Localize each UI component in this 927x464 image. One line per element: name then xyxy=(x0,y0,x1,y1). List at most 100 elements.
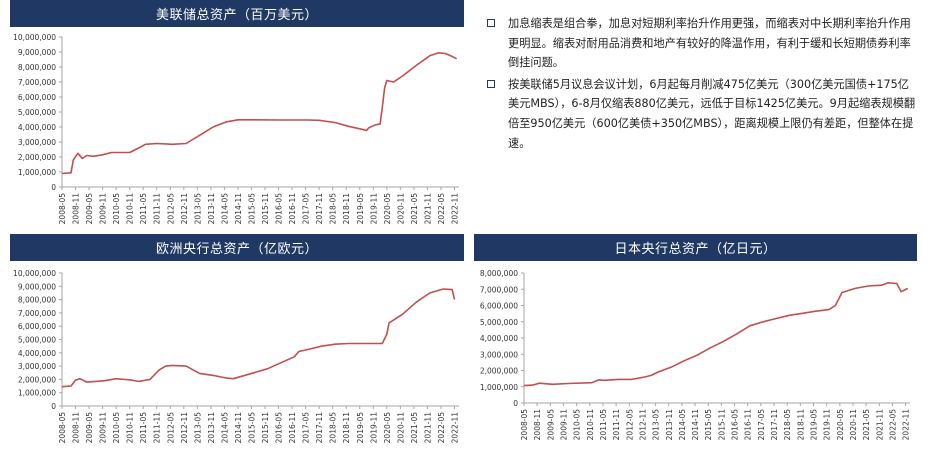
y-tick-label: 6,000,000 xyxy=(480,302,518,311)
x-tick-label: 2018-11 xyxy=(796,409,805,441)
x-tick-label: 2010-11 xyxy=(586,409,595,441)
y-tick-label: 8,000,000 xyxy=(18,296,56,305)
boj-title: 日本央行总资产（亿日元） xyxy=(474,234,917,261)
x-tick-label: 2008-11 xyxy=(533,409,542,441)
x-tick-label: 2015-11 xyxy=(261,412,270,444)
y-tick-label: 4,000,000 xyxy=(18,349,56,358)
x-tick-label: 2017-11 xyxy=(315,412,324,444)
x-tick-label: 2018-11 xyxy=(342,193,351,225)
series-line xyxy=(61,288,456,388)
x-tick-label: 2015-05 xyxy=(247,412,256,444)
x-tick-label: 2021-05 xyxy=(862,409,871,441)
x-tick-label: 2018-05 xyxy=(783,409,792,441)
x-tick-label: 2012-05 xyxy=(625,409,634,441)
x-tick-label: 2013-11 xyxy=(207,193,216,225)
x-tick-label: 2021-11 xyxy=(875,409,884,441)
x-tick-label: 2022-05 xyxy=(437,193,446,225)
x-tick-label: 2022-11 xyxy=(450,412,459,444)
note-item: 按美联储5月议息会议计划，6月起每月削减475亿美元（300亿美元国债+175亿… xyxy=(484,75,916,153)
x-tick-label: 2010-05 xyxy=(573,409,582,441)
x-tick-label: 2009-11 xyxy=(99,412,108,444)
y-tick-label: 0 xyxy=(513,399,518,408)
x-tick-label: 2018-11 xyxy=(342,412,351,444)
x-tick-label: 2017-05 xyxy=(302,193,311,225)
y-tick-label: 3,000,000 xyxy=(18,138,56,147)
x-tick-label: 2022-11 xyxy=(902,409,911,441)
x-tick-label: 2021-05 xyxy=(410,193,419,225)
x-tick-label: 2011-05 xyxy=(139,412,148,444)
ecb-title: 欧洲央行总资产（亿欧元） xyxy=(10,234,464,261)
x-tick-label: 2014-05 xyxy=(678,409,687,441)
x-tick-label: 2022-05 xyxy=(888,409,897,441)
x-tick-label: 2016-05 xyxy=(275,412,284,444)
x-tick-label: 2011-11 xyxy=(153,412,162,444)
x-tick-label: 2012-05 xyxy=(166,193,175,225)
y-tick-label: 7,000,000 xyxy=(480,285,518,294)
y-tick-label: 10,000,000 xyxy=(13,269,56,278)
x-tick-label: 2012-11 xyxy=(180,412,189,444)
y-tick-label: 5,000,000 xyxy=(18,336,56,345)
ecb-panel: 欧洲央行总资产（亿欧元） 0 1,000,000 2,000,000 3,000,00… xyxy=(10,234,464,464)
y-tick-label: 3,000,000 xyxy=(18,362,56,371)
x-tick-label: 2009-05 xyxy=(85,412,94,444)
fed-panel: 美联储总资产（百万美元） 0 1,000,000 2,000,000 3,000,00… xyxy=(10,0,464,230)
x-tick-label: 2016-05 xyxy=(731,409,740,441)
y-tick-label: 1,000,000 xyxy=(480,383,518,392)
x-tick-label: 2012-11 xyxy=(638,409,647,441)
notes-list: 加息缩表是组合拳，加息对短期利率抬升作用更强，而缩表对中长期利率抬升作用更明显。… xyxy=(484,14,916,155)
x-tick-label: 2008-11 xyxy=(72,193,81,225)
x-tick-label: 2009-11 xyxy=(559,409,568,441)
y-tick-label: 6,000,000 xyxy=(18,322,56,331)
x-tick-label: 2011-05 xyxy=(139,193,148,225)
square-bullet-icon xyxy=(487,79,495,88)
x-tick-label: 2016-11 xyxy=(288,412,297,444)
y-tick-label: 8,000,000 xyxy=(480,269,518,278)
x-tick-label: 2011-11 xyxy=(153,193,162,225)
y-tick-label: 1,000,000 xyxy=(18,389,56,398)
x-tick-label: 2020-11 xyxy=(396,193,405,225)
x-tick-label: 2021-11 xyxy=(423,412,432,444)
x-tick-label: 2014-05 xyxy=(220,412,229,444)
x-tick-label: 2019-05 xyxy=(810,409,819,441)
y-tick-label: 6,000,000 xyxy=(18,93,56,102)
x-tick-label: 2022-11 xyxy=(450,193,459,225)
x-tick-label: 2008-05 xyxy=(58,412,67,444)
x-tick-label: 2013-05 xyxy=(652,409,661,441)
x-tick-label: 2014-11 xyxy=(691,409,700,441)
boj-chart: 0 1,000,000 2,000,000 3,000,000 4,000,000 5,0… xyxy=(480,269,911,441)
x-tick-label: 2008-11 xyxy=(72,412,81,444)
x-tick-label: 2014-11 xyxy=(234,412,243,444)
series-line xyxy=(61,51,458,175)
series-line xyxy=(523,281,909,387)
x-tick-label: 2013-05 xyxy=(193,412,202,444)
x-tick-label: 2008-05 xyxy=(58,193,67,225)
boj-panel: 日本央行总资产（亿日元） 0 1,000,000 2,000,000 3,000,00… xyxy=(474,234,917,464)
x-tick-label: 2015-05 xyxy=(247,193,256,225)
x-tick-label: 2014-11 xyxy=(234,193,243,225)
y-tick-label: 1,000,000 xyxy=(18,168,56,177)
y-tick-label: 7,000,000 xyxy=(18,309,56,318)
y-tick-label: 10,000,000 xyxy=(13,33,56,42)
x-tick-label: 2016-11 xyxy=(744,409,753,441)
x-tick-label: 2018-05 xyxy=(329,193,338,225)
x-tick-label: 2013-11 xyxy=(665,409,674,441)
square-bullet-icon xyxy=(487,19,495,27)
y-tick-label: 0 xyxy=(51,183,56,192)
x-tick-label: 2019-11 xyxy=(369,193,378,225)
ecb-chart: 0 1,000,000 2,000,000 3,000,000 4,000,000 5,0… xyxy=(13,269,459,444)
x-tick-label: 2015-11 xyxy=(261,193,270,225)
x-tick-label: 2016-05 xyxy=(275,193,284,225)
y-tick-label: 8,000,000 xyxy=(18,63,56,72)
x-tick-label: 2012-11 xyxy=(180,193,189,225)
x-tick-label: 2019-05 xyxy=(356,412,365,444)
x-tick-label: 2017-05 xyxy=(757,409,766,441)
note-text: 按美联储5月议息会议计划，6月起每月削减475亿美元（300亿美元国债+175亿… xyxy=(508,77,916,150)
x-tick-label: 2021-11 xyxy=(423,193,432,225)
y-tick-label: 7,000,000 xyxy=(18,78,56,87)
x-tick-label: 2019-11 xyxy=(823,409,832,441)
y-tick-label: 9,000,000 xyxy=(18,282,56,291)
y-tick-label: 4,000,000 xyxy=(18,123,56,132)
x-tick-label: 2021-05 xyxy=(410,412,419,444)
x-tick-label: 2017-05 xyxy=(302,412,311,444)
x-tick-label: 2020-11 xyxy=(396,412,405,444)
